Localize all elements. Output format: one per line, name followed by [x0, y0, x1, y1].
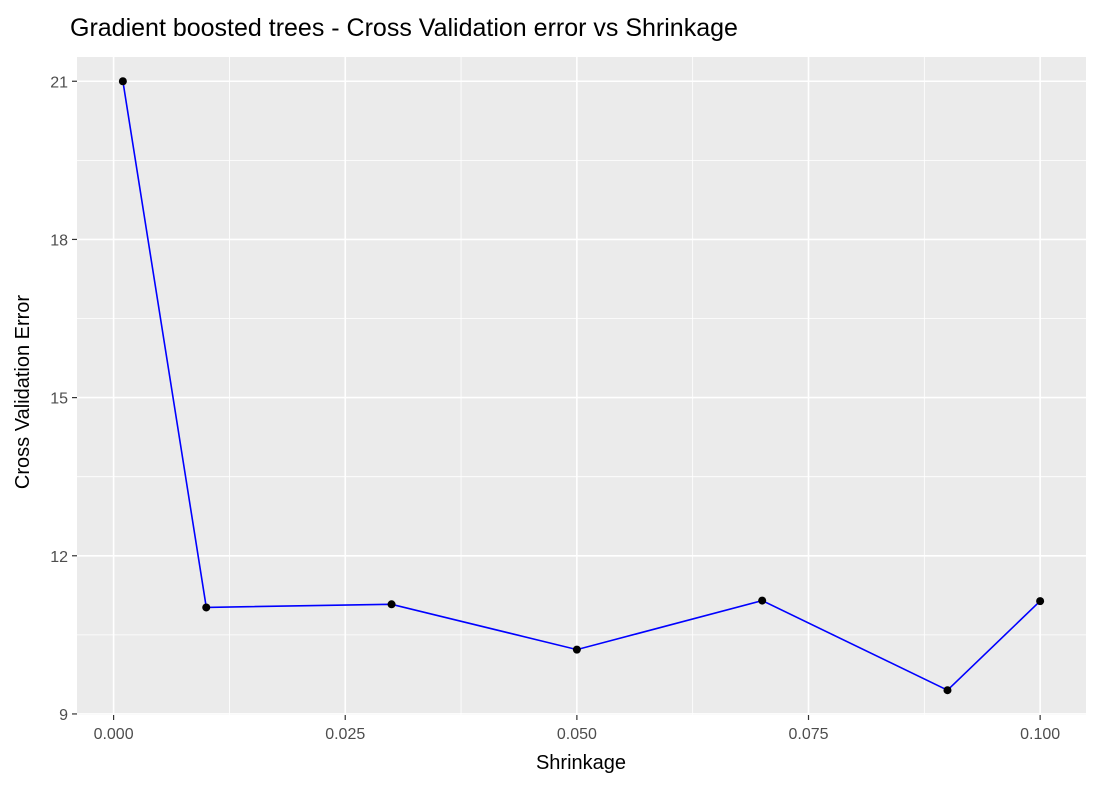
y-axis-title: Cross Validation Error	[12, 295, 34, 489]
data-point	[202, 603, 211, 612]
data-point	[1036, 597, 1045, 606]
data-points	[118, 77, 1045, 695]
plot-panel	[77, 57, 1086, 715]
y-tick-label: 18	[50, 232, 68, 249]
minor-gridlines	[77, 57, 1086, 715]
data-point	[118, 77, 127, 86]
x-axis-title: Shrinkage	[536, 752, 626, 774]
x-tick-label: 0.025	[325, 726, 365, 743]
chart-title: Gradient boosted trees - Cross Validatio…	[70, 14, 738, 42]
data-point	[943, 686, 952, 695]
y-tick-label: 9	[59, 707, 68, 724]
axis-ticks	[72, 80, 1041, 720]
data-point	[387, 600, 396, 609]
y-tick-label: 15	[50, 391, 68, 408]
major-gridlines	[77, 57, 1086, 715]
data-point	[758, 596, 767, 605]
x-tick-label: 0.000	[94, 726, 134, 743]
y-axis-tick-labels: 9 12 15 18 21	[50, 74, 68, 724]
x-tick-label: 0.100	[1020, 726, 1060, 743]
y-tick-label: 12	[50, 549, 68, 566]
y-tick-label: 21	[50, 74, 68, 91]
x-tick-label: 0.050	[557, 726, 597, 743]
data-point	[572, 645, 581, 654]
x-tick-label: 0.075	[788, 726, 828, 743]
x-axis-tick-labels: 0.000 0.025 0.050 0.075 0.100	[94, 726, 1061, 743]
